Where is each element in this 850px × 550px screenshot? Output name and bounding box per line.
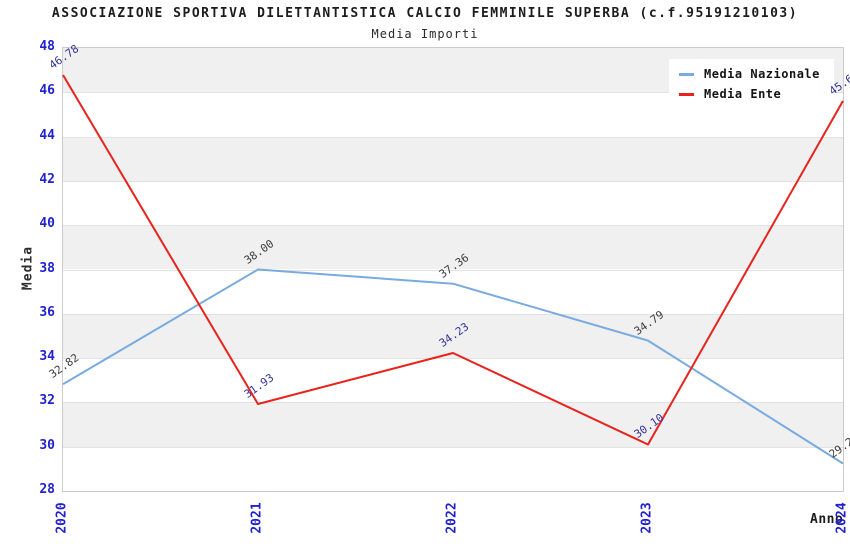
y-tick-label: 32	[39, 393, 55, 409]
y-tick-label: 46	[39, 83, 55, 99]
gridline	[63, 225, 843, 227]
y-tick-label: 28	[39, 482, 55, 497]
y-tick-label: 40	[39, 216, 55, 232]
grid-band	[63, 402, 843, 447]
gridline	[63, 402, 843, 404]
x-tick-label: 2022	[444, 502, 460, 534]
x-axis-title: Anno	[810, 512, 844, 527]
legend-swatch-media-ente	[679, 92, 694, 96]
legend-label: Media Ente	[704, 87, 782, 101]
y-tick-label: 48	[39, 39, 55, 54]
grid-band	[63, 225, 843, 270]
y-tick-label: 30	[39, 437, 55, 453]
x-tick-label: 2024	[834, 502, 850, 534]
y-tick-label: 34	[39, 349, 55, 365]
y-tick-label: 36	[39, 304, 55, 320]
legend-item-media-nazionale: Media Nazionale	[679, 67, 820, 81]
series-line-media-ente	[62, 74, 844, 446]
plot-area	[62, 47, 844, 492]
legend: Media Nazionale Media Ente	[669, 59, 834, 109]
x-tick-label: 2021	[249, 502, 265, 534]
gridline	[63, 358, 843, 360]
series-line-media-nazionale	[62, 268, 844, 465]
legend-swatch-media-nazionale	[679, 72, 694, 76]
gridline	[63, 180, 843, 182]
grid-band	[63, 313, 843, 359]
gridline	[63, 136, 843, 138]
gridline	[63, 313, 843, 315]
grid-band	[63, 136, 843, 181]
y-tick-label: 38	[39, 260, 55, 276]
y-tick-label: 44	[39, 127, 55, 143]
x-tick-label: 2023	[639, 502, 655, 534]
y-tick-label: 42	[39, 171, 55, 187]
x-tick-label: 2020	[54, 502, 70, 534]
chart-title: ASSOCIAZIONE SPORTIVA DILETTANTISTICA CA…	[51, 6, 799, 21]
legend-item-media-ente: Media Ente	[679, 87, 820, 101]
legend-label: Media Nazionale	[704, 67, 820, 81]
chart-subtitle: Media Importi	[371, 27, 479, 41]
gridline	[63, 269, 843, 271]
gridline	[63, 92, 843, 94]
series-lines	[62, 74, 844, 465]
gridline	[63, 446, 843, 448]
